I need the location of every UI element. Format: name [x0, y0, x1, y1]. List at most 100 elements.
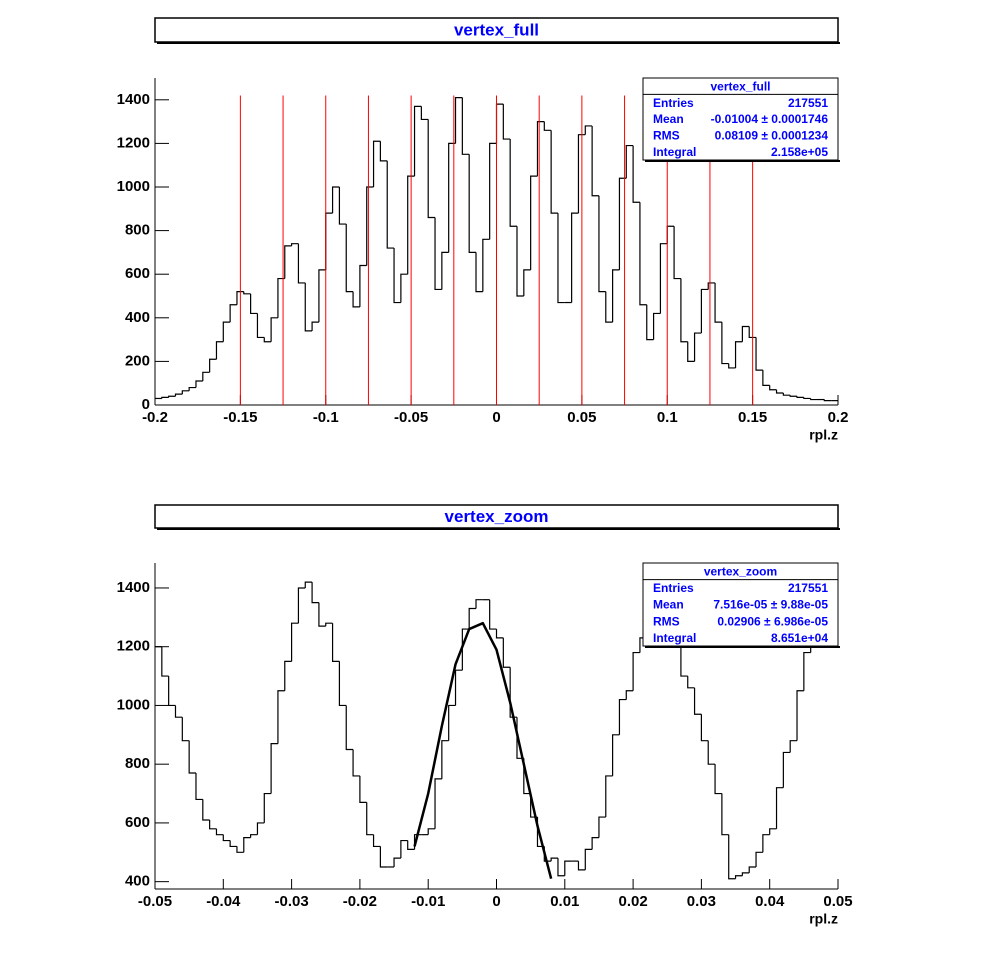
stats-title: vertex_full: [710, 79, 770, 93]
x-tick-label: 0.05: [567, 409, 596, 426]
histogram-bin: [803, 651, 811, 691]
x-tick-label: -0.02: [343, 893, 377, 910]
histogram-bin: [502, 637, 511, 668]
histogram-bin: [461, 628, 470, 671]
x-tick-label: 0.05: [823, 893, 852, 910]
histogram-bin: [489, 599, 497, 630]
title-box-shadow: [157, 42, 840, 44]
histogram-bin: [502, 104, 511, 140]
x-tick-label: -0.1: [313, 409, 339, 426]
histogram-bin: [202, 799, 210, 821]
histogram-bin: [577, 861, 586, 871]
histogram-bin: [728, 363, 736, 369]
histogram-bin: [291, 622, 299, 662]
histogram-bin: [605, 775, 613, 818]
y-tick-label: 1200: [117, 638, 150, 655]
histogram-bin: [386, 160, 395, 249]
chart-title: vertex_full: [454, 20, 539, 39]
stats-value: 8.651e+04: [771, 631, 828, 645]
histogram-bin: [796, 396, 804, 398]
histogram-bin: [168, 395, 176, 398]
histogram-bin: [741, 872, 750, 876]
histogram-bin: [632, 145, 640, 203]
histogram-bin: [441, 251, 449, 290]
histogram-bin: [680, 278, 688, 343]
histogram-bin: [311, 582, 319, 604]
y-tick-label: 800: [125, 222, 150, 239]
histogram-bin: [448, 142, 456, 253]
histogram-bin: [243, 837, 251, 853]
y-tick-label: 800: [125, 755, 150, 772]
histogram-bin: [236, 291, 244, 305]
histogram-bin: [372, 834, 381, 848]
histogram-bin: [509, 139, 517, 227]
histogram-bin: [775, 389, 784, 394]
histogram-bin: [222, 834, 231, 842]
histogram-bin: [366, 186, 374, 266]
histogram-bin: [646, 304, 654, 341]
title-box-shadow: [157, 528, 840, 530]
histogram-bin: [291, 243, 299, 246]
histogram-bin: [734, 875, 743, 879]
histogram-bin: [413, 105, 422, 177]
histogram-bin: [632, 651, 640, 691]
histogram-bin: [598, 816, 606, 838]
histogram-bin: [256, 313, 265, 339]
histogram-bin: [236, 846, 244, 853]
histogram-bin: [762, 370, 770, 386]
histogram-bin: [734, 341, 743, 368]
histogram-bin: [769, 828, 777, 835]
histogram-bin: [591, 125, 599, 197]
histogram-bin: [755, 337, 763, 371]
stats-label: RMS: [653, 614, 680, 628]
histogram-bin: [693, 687, 702, 715]
stats-value: 0.02906 ± 6.986e-05: [717, 614, 828, 628]
histogram-bin: [523, 758, 531, 795]
histogram-bin: [700, 288, 709, 334]
stats-value: 217551: [788, 96, 828, 110]
stats-value: 217551: [788, 581, 828, 595]
histogram-bin: [284, 245, 292, 279]
stats-box-shadow: [645, 646, 840, 648]
histogram-bin: [400, 839, 408, 859]
histogram-bin: [359, 775, 367, 803]
histogram-bin: [427, 119, 436, 219]
x-tick-label: 0.1: [657, 409, 678, 426]
stats-title: vertex_zoom: [704, 564, 777, 578]
histogram-bin: [188, 386, 196, 391]
histogram-bin: [687, 676, 695, 689]
stats-label: Entries: [653, 96, 694, 110]
histogram-bin: [202, 371, 210, 382]
histogram-bin: [400, 273, 408, 303]
histogram-bin: [379, 141, 388, 162]
histogram-bin: [741, 325, 750, 342]
stats-label: Integral: [653, 631, 696, 645]
histogram-bin: [762, 834, 770, 853]
histogram-bin: [591, 837, 599, 850]
histogram-bin: [318, 269, 326, 323]
x-tick-label: -0.05: [394, 409, 428, 426]
x-tick-label: 0.01: [550, 893, 579, 910]
histogram-bin: [482, 238, 490, 292]
histogram-bin: [188, 740, 196, 774]
histogram-bin: [434, 778, 442, 829]
histogram-bin: [338, 661, 347, 707]
histogram-bin: [441, 740, 449, 779]
histogram-bin: [256, 822, 265, 835]
histogram-bin: [495, 103, 504, 144]
stats-box-shadow: [645, 160, 840, 162]
histogram-bin: [181, 717, 190, 742]
histogram-bin: [263, 792, 272, 823]
histogram-bin: [748, 866, 757, 873]
y-tick-label: 1000: [117, 178, 150, 195]
histogram-bin: [693, 332, 702, 362]
title-box: [154, 17, 839, 43]
histogram-bin: [222, 321, 231, 342]
y-tick-label: 1400: [117, 579, 150, 596]
x-tick-label: 0.2: [828, 409, 849, 426]
fit-curve: [413, 621, 553, 880]
histogram-bin: [571, 212, 579, 303]
y-tick-label: 200: [125, 352, 150, 369]
stats-box: [642, 77, 839, 161]
stats-value: 2.158e+05: [771, 145, 828, 159]
